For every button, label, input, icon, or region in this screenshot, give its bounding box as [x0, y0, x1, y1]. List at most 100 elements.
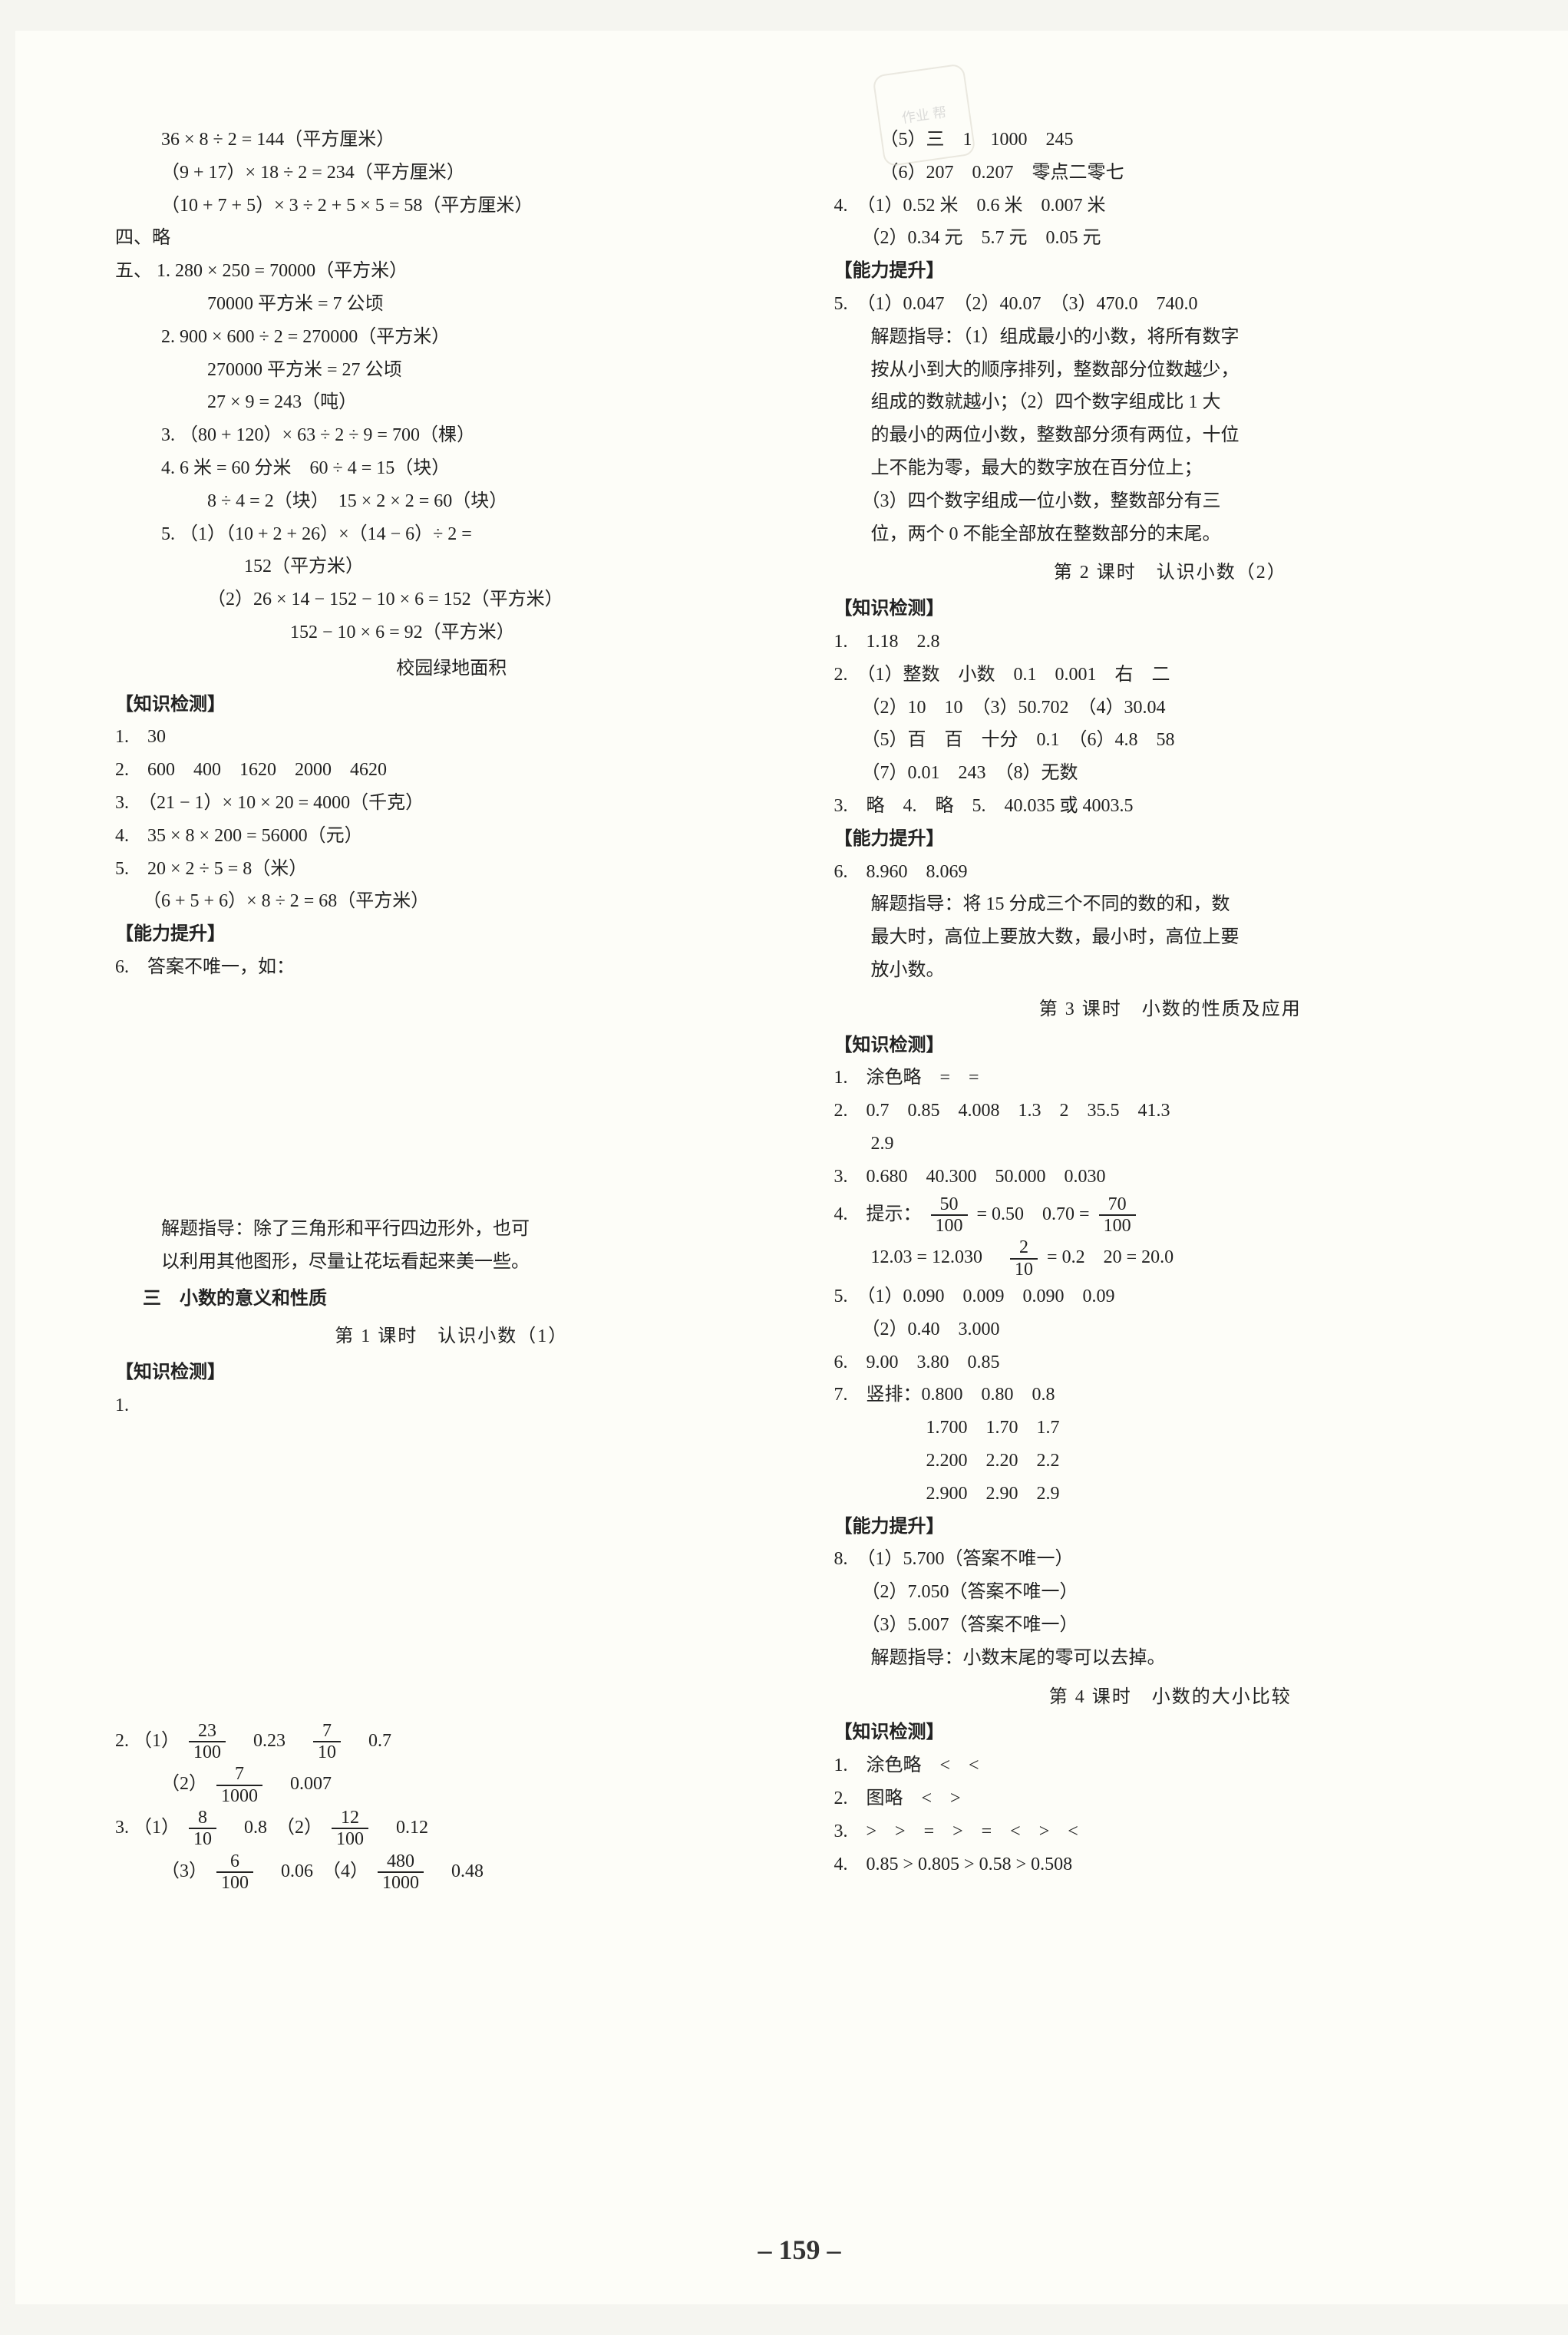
calc-line: 152 − 10 × 6 = 92（平方米）: [115, 617, 788, 649]
answer-line: （7）0.01 243 （8）无数: [834, 758, 1507, 789]
explain-line: 位，两个 0 不能全部放在整数部分的末尾。: [834, 519, 1507, 550]
frac-den: 100: [332, 1829, 368, 1849]
fraction: 23100: [189, 1721, 226, 1763]
knowledge-check-head: 知识检测: [115, 689, 788, 721]
answer-line: 3. 0.680 40.300 50.000 0.030: [834, 1161, 1507, 1193]
fraction: 210: [1010, 1237, 1038, 1280]
calc-line: （80 + 120）× 63 ÷ 2 ÷ 9 = 700（棵）: [180, 425, 475, 445]
grid-figure: [207, 991, 484, 1209]
frac-den: 10: [189, 1829, 216, 1849]
frac-num: 2: [1010, 1237, 1038, 1259]
explain-line: 解题指导：将 15 分成三个不同的数的和，数: [834, 889, 1507, 920]
calc-line: 900 × 600 ÷ 2 = 270000（平方米）: [180, 327, 450, 347]
answer-line: 4. 35 × 8 × 200 = 56000（元）: [115, 821, 788, 852]
frac-den: 1000: [378, 1873, 424, 1893]
calc-line: 152（平方米）: [115, 551, 788, 583]
item-four: 四、略: [115, 223, 788, 254]
answer-line: 1. 1.18 2.8: [834, 626, 1507, 658]
text: 0.23: [235, 1730, 304, 1750]
answer-line: 7. 竖排：0.800 0.80 0.8: [834, 1379, 1507, 1411]
list-item: 2. 900 × 600 ÷ 2 = 270000（平方米）: [115, 322, 788, 353]
answer-line: 2.900 2.90 2.9: [834, 1478, 1507, 1510]
ability-up-head: 能力提升: [834, 256, 1507, 287]
answer-line: 2. （1）整数 小数 0.1 0.001 右 二: [834, 659, 1507, 691]
lesson-2-title: 第 2 课时 认识小数（2）: [834, 551, 1507, 592]
calc-line: 27 × 9 = 243（吨）: [115, 387, 788, 418]
explain-line: 解题指导：（1）组成最小的小数，将所有数字: [834, 322, 1507, 353]
frac-den: 100: [1099, 1216, 1136, 1236]
answer-line: 2. 图略 < >: [834, 1783, 1507, 1815]
knowledge-check-head: 知识检测: [834, 1717, 1507, 1749]
calc-line: （9 + 17）× 18 ÷ 2 = 234（平方厘米）: [115, 157, 788, 189]
frac-num: 6: [216, 1851, 253, 1873]
answer-line: 1.700 1.70 1.7: [834, 1412, 1507, 1444]
sub: （1）: [134, 1730, 180, 1750]
answer-line: 4. （1）0.52 米 0.6 米 0.007 米: [834, 190, 1507, 222]
explain-line: 最大时，高位上要放大数，最小时，高位上要: [834, 922, 1507, 953]
explain-line: 以利用其他图形，尽量让花坛看起来美一些。: [115, 1247, 788, 1278]
answer-line: （2）7.050（答案不唯一）: [834, 1577, 1507, 1608]
frac-den: 100: [931, 1216, 968, 1236]
frac-den: 100: [189, 1742, 226, 1762]
q1-label: 1.: [115, 1390, 788, 1422]
text: 0.12: [378, 1818, 428, 1838]
text: 0.48: [433, 1861, 484, 1881]
page-number: – 159 –: [15, 2227, 1568, 2274]
answer-line: 8. （1）5.700（答案不唯一）: [834, 1544, 1507, 1575]
q2-sub: （2） 71000 0.007: [115, 1764, 788, 1806]
answer-line: 3. > > = > = < > <: [834, 1816, 1507, 1848]
answer-line: （6）207 0.207 零点二零七: [834, 157, 1507, 189]
fraction: 70100: [1099, 1194, 1136, 1237]
explain-line: 上不能为零，最大的数字放在百分位上；: [834, 453, 1507, 484]
answer-line: 1. 30: [115, 722, 788, 753]
text: = 0.2 20 = 20.0: [1047, 1247, 1174, 1267]
ability-up-head: 能力提升: [834, 824, 1507, 855]
calc-line: 36 × 8 ÷ 2 = 144（平方厘米）: [115, 124, 788, 156]
fraction: 50100: [931, 1194, 968, 1237]
answer-line: （3）5.007（答案不唯一）: [834, 1610, 1507, 1641]
explain-line: 放小数。: [834, 955, 1507, 986]
fraction: 710: [313, 1721, 341, 1763]
ability-up-head: 能力提升: [834, 1511, 1507, 1543]
answer-line: 3. 略 4. 略 5. 40.035 或 4003.5: [834, 791, 1507, 822]
answer-line: 5. （1）0.047 （2）40.07 （3）470.0 740.0: [834, 289, 1507, 320]
explain-line: （3）四个数字组成一位小数，整数部分有三: [834, 486, 1507, 517]
answer-line: （6 + 5 + 6）× 8 ÷ 2 = 68（平方米）: [115, 886, 788, 917]
calc-line: （2）26 × 14 − 152 − 10 × 6 = 152（平方米）: [115, 584, 788, 616]
lesson-3-title: 第 3 课时 小数的性质及应用: [834, 988, 1507, 1029]
q3: 3. （1） 810 0.8 （2） 12100 0.12: [115, 1808, 788, 1850]
answer-line: 2.200 2.20 2.2: [834, 1445, 1507, 1477]
chapter-3-title: 三 小数的意义和性质: [115, 1283, 788, 1315]
answer-line: 6. 8.960 8.069: [834, 857, 1507, 888]
page: 作业 帮 36 × 8 ÷ 2 = 144（平方厘米） （9 + 17）× 18…: [15, 31, 1568, 2304]
answer-line: 2. 600 400 1620 2000 4620: [115, 755, 788, 786]
sub: （3）: [161, 1861, 207, 1881]
subnum: 4.: [161, 458, 175, 478]
subnum: 2.: [161, 327, 175, 347]
calc-line: （1）（10 + 2 + 26）×（14 − 6）÷ 2 =: [180, 524, 472, 544]
answer-line: （2）0.34 元 5.7 元 0.05 元: [834, 223, 1507, 254]
text: 0.007: [272, 1774, 332, 1794]
frac-num: 23: [189, 1721, 226, 1742]
frac-den: 10: [1010, 1260, 1038, 1280]
calc-line: 70000 平方米 = 7 公顷: [115, 289, 788, 320]
explain-line: 按从小到大的顺序排列，整数部分位数越少，: [834, 355, 1507, 386]
answer-line: 4. 0.85 > 0.805 > 0.58 > 0.508: [834, 1849, 1507, 1881]
q2: 2. （1） 23100 0.23 710 0.7: [115, 1721, 788, 1763]
sub: （2）: [161, 1774, 207, 1794]
fraction: 6100: [216, 1851, 253, 1894]
frac-num: 70: [1099, 1194, 1136, 1216]
frac-den: 10: [313, 1742, 341, 1762]
answer-line: 6. 9.00 3.80 0.85: [834, 1347, 1507, 1379]
campus-title: 校园绿地面积: [115, 650, 788, 688]
text: 12.03 = 12.030: [834, 1247, 1002, 1267]
explain-line: 组成的数就越小；（2）四个数字组成比 1 大: [834, 387, 1507, 418]
subnum: 3.: [161, 425, 175, 445]
fraction: 810: [189, 1808, 216, 1850]
subnum: 5.: [161, 524, 175, 544]
answer-line: （5）百 百 十分 0.1 （6）4.8 58: [834, 725, 1507, 756]
right-column: （5）三 1 1000 245 （6）207 0.207 零点二零七 4. （1…: [834, 123, 1507, 2258]
answer-line: 6. 答案不唯一，如：: [115, 952, 788, 983]
calc-line: （10 + 7 + 5）× 3 ÷ 2 + 5 × 5 = 58（平方厘米）: [115, 190, 788, 222]
matching-figure: [146, 1425, 729, 1716]
